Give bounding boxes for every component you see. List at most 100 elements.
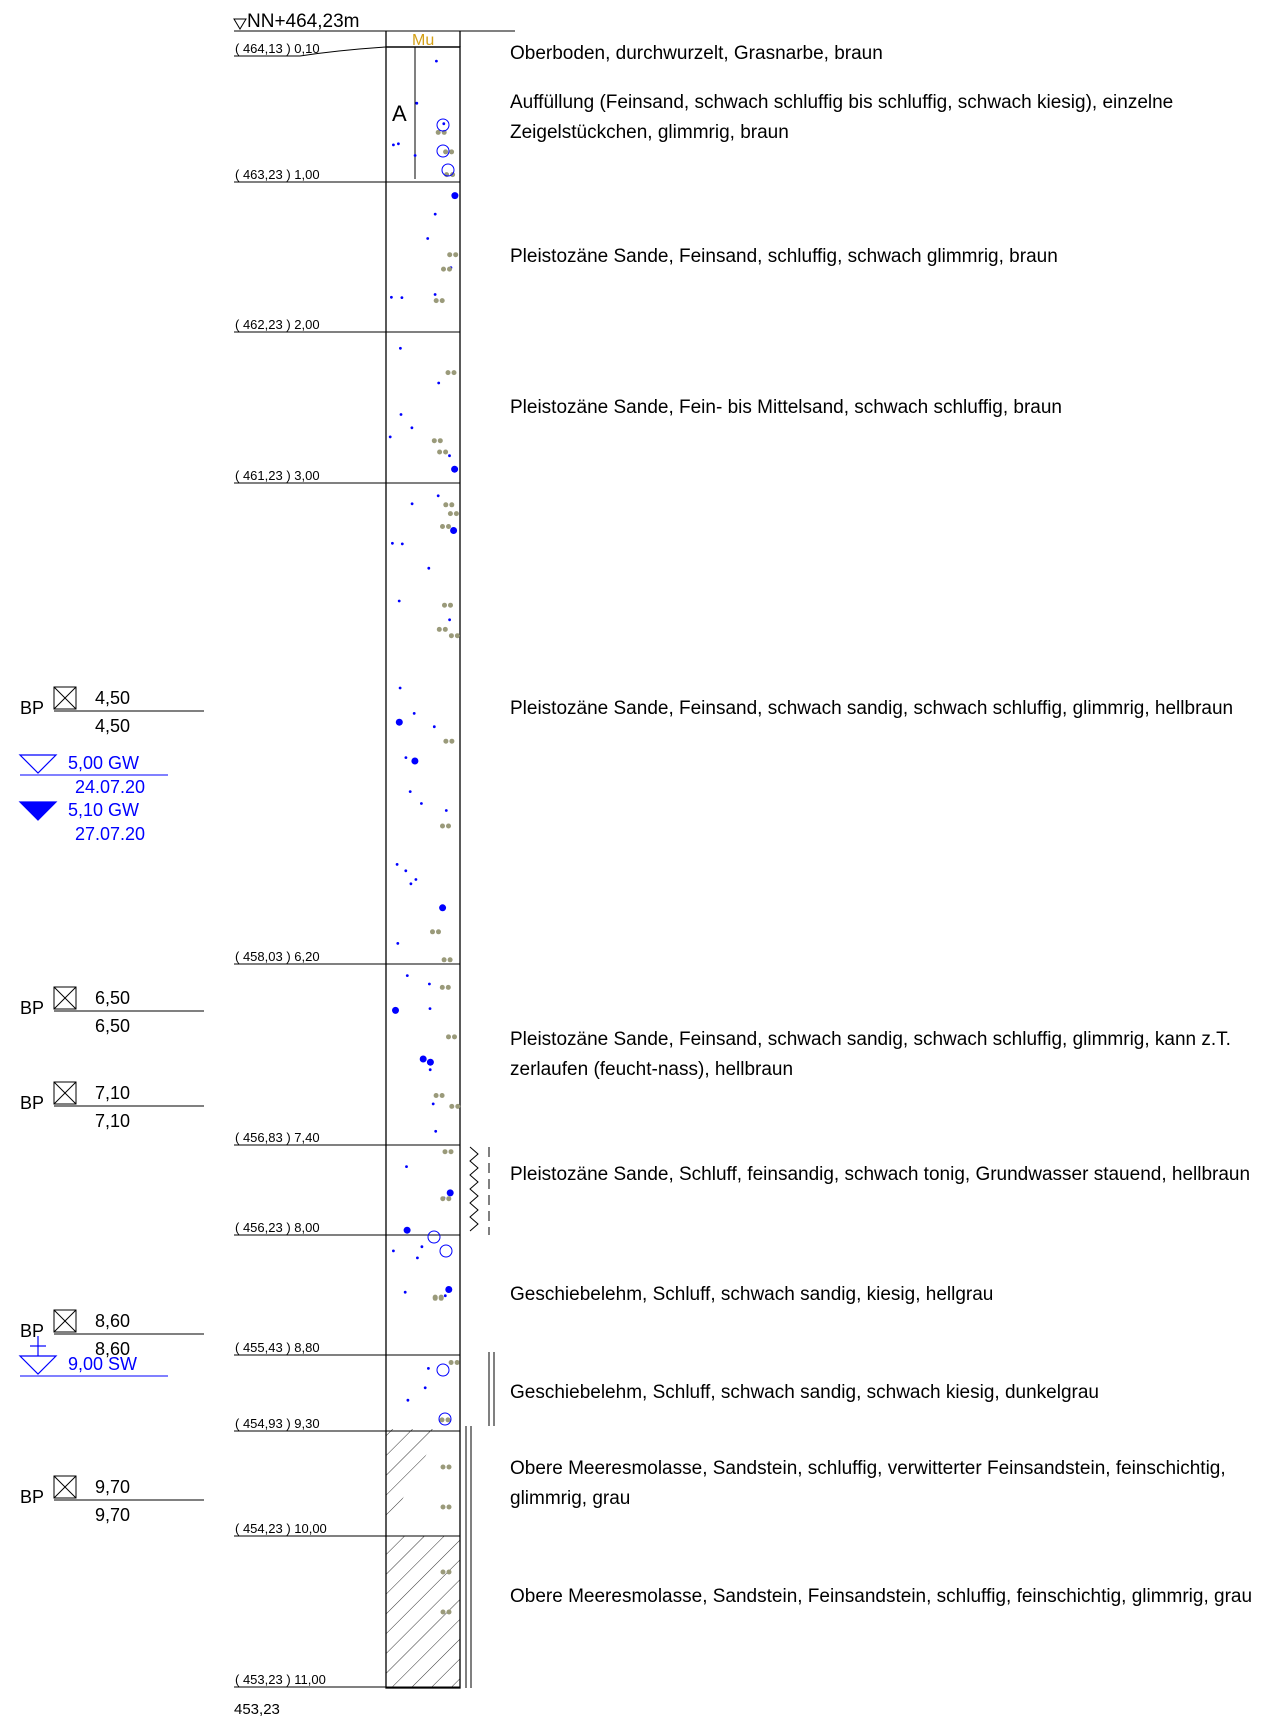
- gravel-symbol: [447, 957, 453, 963]
- layer-description: Pleistozäne Sande, Fein- bis Mittelsand,…: [510, 396, 1063, 418]
- gravel-symbol: [445, 370, 451, 376]
- sample-top-depth: 4,50: [95, 688, 130, 708]
- gravel-symbol: [446, 1034, 451, 1040]
- groundwater-marker: 9,00 SW: [18, 1336, 168, 1377]
- elevation-label: NN+464,23m: [247, 11, 359, 32]
- sand-grain: [397, 599, 401, 603]
- top-elevation-marker: NN+464,23m: [233, 11, 515, 32]
- sand-grain: [412, 712, 416, 715]
- sample-marker: BP 9,70 9,70: [20, 1475, 204, 1525]
- layer-depth-label: ( 462,23 ) 2,00: [235, 317, 320, 332]
- gravel-symbol: [445, 1417, 451, 1423]
- sample-prefix: BP: [20, 698, 44, 718]
- sand-grain: [398, 686, 402, 690]
- layer-depth-label: ( 456,23 ) 8,00: [235, 1220, 320, 1235]
- sample-prefix: BP: [20, 998, 44, 1018]
- gravel-symbol: [443, 449, 449, 455]
- groundwater-label: 5,00 GW: [68, 753, 139, 773]
- sand-grain: [397, 142, 400, 146]
- sand-grain: [390, 295, 393, 299]
- sand-grain: [411, 757, 419, 765]
- gravel-symbol: [443, 502, 449, 508]
- layer-description: Obere Meeresmolasse, Sandstein, Feinsand…: [510, 1585, 1253, 1607]
- gravel-symbol: [440, 1569, 446, 1575]
- gravel-symbol: [446, 1569, 452, 1575]
- sand-grain: [448, 618, 451, 622]
- sand-grain: [388, 435, 392, 439]
- sand-grain: [448, 454, 451, 458]
- gravel-symbol: [442, 602, 447, 608]
- layer-description: Geschiebelehm, Schluff, schwach sandig, …: [510, 1284, 994, 1305]
- sample-top-depth: 7,10: [95, 1083, 130, 1103]
- gravel-symbol: [454, 1360, 460, 1365]
- gravel-symbol: [439, 1417, 445, 1423]
- gravel-symbol: [442, 626, 448, 632]
- sand-grain: [392, 143, 395, 147]
- gravel-symbol: [435, 129, 441, 135]
- sand-grain: [406, 1398, 410, 1402]
- gravel-symbol: [448, 602, 453, 608]
- gravel-symbol: [439, 298, 445, 304]
- gravel-symbol: [446, 1464, 452, 1470]
- sample-marker: BP 6,50 6,50: [20, 986, 204, 1036]
- sample-bottom-depth: 7,10: [95, 1111, 130, 1131]
- sand-grain: [414, 878, 418, 881]
- sample-bottom-depth: 9,70: [95, 1505, 130, 1525]
- cobble-symbol: [441, 163, 455, 177]
- gravel-symbol: [446, 1504, 452, 1510]
- sand-grain: [416, 1256, 419, 1260]
- groundwater-label: 9,00 SW: [68, 1354, 137, 1374]
- gravel-symbol: [446, 524, 451, 529]
- gravel-symbol: [453, 511, 459, 517]
- sample-prefix: BP: [20, 1487, 44, 1507]
- layer-description: Pleistozäne Sande, Feinsand, schluffig, …: [510, 246, 1058, 267]
- gravel-symbol: [443, 738, 449, 744]
- sand-grain: [427, 566, 431, 570]
- gravel-symbol: [440, 1609, 446, 1615]
- sand-grain: [428, 1007, 432, 1010]
- layer-description: Geschiebelehm, Schluff, schwach sandig, …: [510, 1382, 1099, 1403]
- gravel-symbol: [440, 1196, 446, 1202]
- sand-grain: [450, 527, 458, 534]
- gravel-symbol: [454, 633, 460, 639]
- gravel-symbol: [436, 626, 442, 632]
- till-symbol: [488, 1352, 495, 1426]
- gravel-symbol: [451, 370, 457, 376]
- layer-depth-label: ( 458,03 ) 6,20: [235, 949, 320, 964]
- groundwater-marker: 5,00 GW 24.07.20: [18, 753, 168, 797]
- layer-depth-label: ( 464,13 ) 0,10: [235, 41, 320, 56]
- sand-grain: [403, 1226, 411, 1234]
- gravel-symbol: [441, 266, 446, 272]
- sand-grain: [413, 154, 417, 157]
- layer-depth-label: ( 453,23 ) 11,00: [235, 1672, 326, 1687]
- groundwater-markers: 5,00 GW 24.07.20 5,10 GW 27.07.20 9,00 SW: [18, 753, 168, 1377]
- gravel-symbol: [439, 984, 445, 990]
- gravel-symbol: [439, 1093, 445, 1098]
- sample-top-depth: 9,70: [95, 1477, 130, 1497]
- sand-grain: [433, 293, 437, 296]
- sand-grain: [428, 1068, 432, 1072]
- gravel-symbol: [437, 438, 443, 444]
- sand-grain: [392, 1249, 395, 1253]
- layer-description: Pleistozäne Sande, Feinsand, schwach san…: [510, 697, 1234, 719]
- sand-grain: [431, 1102, 435, 1106]
- layer-boundaries: ( 464,13 ) 0,10 ( 463,23 ) 1,00 ( 462,23 )…: [234, 41, 460, 1688]
- sand-grain: [437, 381, 441, 385]
- gravel-symbol: [447, 252, 453, 258]
- topsoil-abbrev: Mu: [412, 32, 434, 49]
- gravel-symbol: [452, 1034, 457, 1040]
- sand-grain: [426, 1058, 434, 1066]
- molasse-symbol: [465, 1426, 472, 1688]
- cobble-symbol: [439, 1244, 453, 1258]
- gravel-symbol: [433, 298, 439, 304]
- sample-top-depth: 6,50: [95, 988, 130, 1008]
- sand-grain: [408, 790, 412, 793]
- gravel-symbol: [442, 1149, 448, 1155]
- sand-grain: [405, 1165, 408, 1168]
- sand-grain: [410, 502, 414, 506]
- sand-grain: [420, 1245, 424, 1249]
- topsoil-connector: [299, 46, 387, 57]
- sand-grain: [444, 809, 448, 812]
- sand-grain: [400, 542, 404, 546]
- sand-grain: [439, 904, 447, 912]
